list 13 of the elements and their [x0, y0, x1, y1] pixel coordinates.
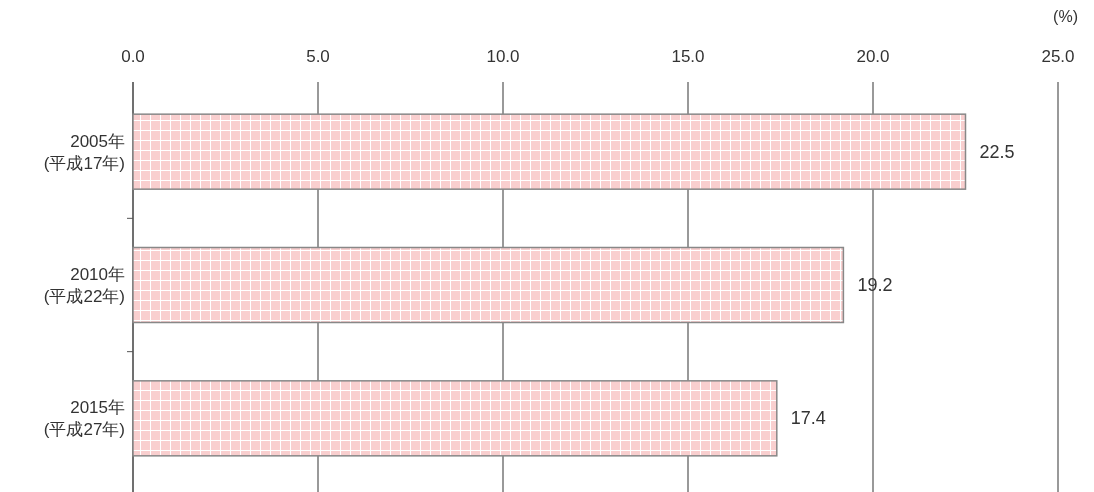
y-tick-label: 2010年 (平成22年)	[43, 265, 125, 306]
x-axis-title: (%)	[1053, 8, 1078, 25]
data-label: 22.5	[979, 141, 1015, 162]
data-label: 19.2	[857, 275, 893, 295]
y-tick-label: 2005年 (平成17年)	[43, 131, 125, 173]
data-label: 17.4	[790, 408, 826, 429]
x-tick-label: 5.0	[306, 47, 330, 66]
x-tick-label: 0.0	[121, 47, 145, 66]
y-tick-label: 2015年 (平成27年)	[43, 398, 125, 440]
x-tick-label: 20.0	[856, 47, 890, 66]
x-tick-label: 15.0	[671, 47, 705, 66]
x-tick-label: 10.0	[486, 47, 520, 66]
x-tick-label: 25.0	[1041, 47, 1075, 66]
